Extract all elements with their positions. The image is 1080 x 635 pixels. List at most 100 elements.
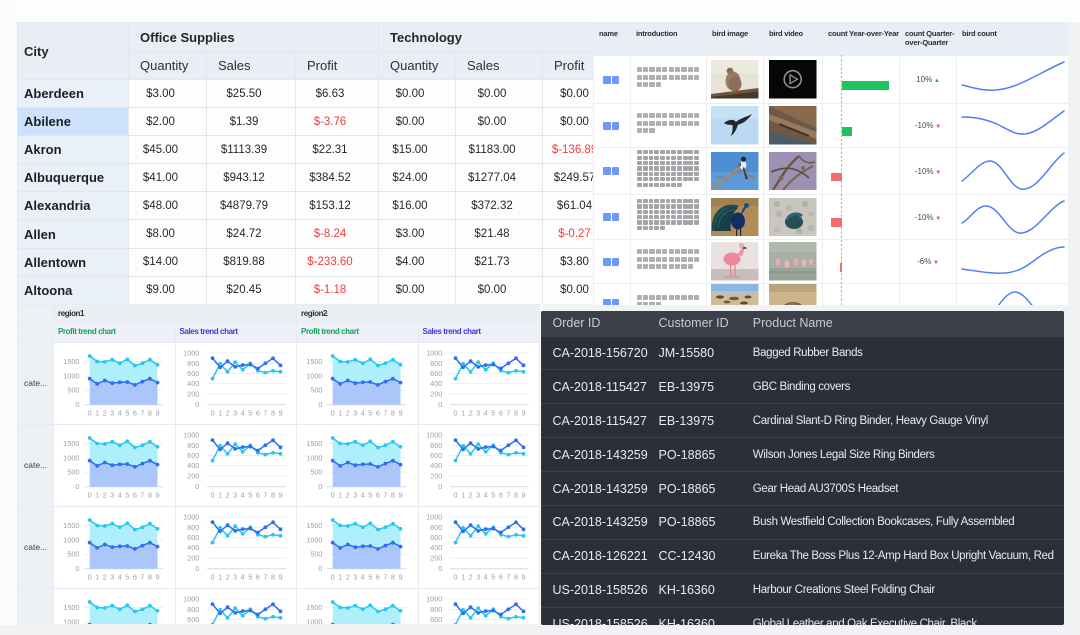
svg-text:1500: 1500 [306,356,322,365]
svg-text:1: 1 [461,408,465,417]
svg-text:8: 8 [148,490,152,499]
svg-text:400: 400 [430,460,442,469]
svg-text:8: 8 [148,408,152,417]
svg-text:7: 7 [506,572,510,581]
svg-text:1000: 1000 [183,348,199,357]
svg-text:5: 5 [248,490,252,499]
svg-text:5: 5 [491,408,495,417]
svg-text:8: 8 [391,408,395,417]
svg-text:600: 600 [187,614,199,623]
svg-text:400: 400 [187,542,199,551]
svg-text:3: 3 [476,572,480,581]
svg-text:2: 2 [103,572,107,581]
svg-text:5: 5 [248,408,252,417]
svg-text:0: 0 [453,572,457,581]
svg-text:0: 0 [318,564,322,573]
svg-text:0: 0 [75,564,79,573]
svg-text:600: 600 [430,532,442,541]
svg-text:9: 9 [278,408,282,417]
svg-text:2: 2 [346,572,350,581]
svg-text:0: 0 [75,400,79,409]
svg-text:7: 7 [506,490,510,499]
svg-text:4: 4 [483,572,487,581]
svg-text:500: 500 [67,549,79,558]
svg-text:9: 9 [155,408,159,417]
svg-text:6: 6 [255,572,259,581]
svg-text:0: 0 [210,572,214,581]
svg-text:5: 5 [491,572,495,581]
svg-text:1: 1 [338,408,342,417]
svg-text:2: 2 [468,572,472,581]
svg-text:3: 3 [110,572,114,581]
svg-text:5: 5 [368,490,372,499]
svg-text:2: 2 [468,490,472,499]
svg-text:3: 3 [110,408,114,417]
svg-text:800: 800 [430,604,442,613]
svg-text:4: 4 [483,408,487,417]
svg-text:7: 7 [140,408,144,417]
svg-text:1500: 1500 [63,438,79,447]
svg-text:2: 2 [468,408,472,417]
svg-text:200: 200 [187,471,199,480]
svg-text:6: 6 [133,408,137,417]
svg-text:0: 0 [438,400,442,409]
svg-text:0: 0 [453,490,457,499]
svg-text:1000: 1000 [306,535,322,544]
svg-text:1: 1 [461,572,465,581]
svg-text:2: 2 [225,408,229,417]
svg-text:0: 0 [88,572,92,581]
svg-text:1000: 1000 [306,453,322,462]
svg-text:0: 0 [75,482,79,491]
svg-text:9: 9 [398,490,402,499]
svg-text:0: 0 [318,400,322,409]
svg-text:1000: 1000 [306,371,322,380]
svg-text:0: 0 [438,564,442,573]
svg-text:1: 1 [338,572,342,581]
svg-text:800: 800 [187,440,199,449]
svg-text:1000: 1000 [63,453,79,462]
svg-text:5: 5 [491,490,495,499]
svg-text:7: 7 [263,490,267,499]
svg-text:0: 0 [331,572,335,581]
svg-text:3: 3 [233,408,237,417]
svg-text:600: 600 [187,450,199,459]
svg-text:1500: 1500 [63,602,79,611]
svg-text:1500: 1500 [306,602,322,611]
svg-text:9: 9 [398,572,402,581]
svg-text:0: 0 [438,482,442,491]
svg-text:800: 800 [430,522,442,531]
svg-text:7: 7 [263,408,267,417]
svg-text:200: 200 [187,553,199,562]
svg-text:3: 3 [233,572,237,581]
svg-text:600: 600 [430,368,442,377]
svg-text:7: 7 [506,408,510,417]
svg-text:6: 6 [498,408,502,417]
svg-text:0: 0 [318,482,322,491]
svg-text:3: 3 [353,408,357,417]
svg-text:1000: 1000 [63,535,79,544]
svg-text:400: 400 [430,378,442,387]
svg-text:9: 9 [155,572,159,581]
svg-text:0: 0 [88,490,92,499]
svg-text:3: 3 [353,490,357,499]
svg-text:7: 7 [383,408,387,417]
svg-text:200: 200 [430,471,442,480]
svg-text:4: 4 [361,490,365,499]
svg-text:1500: 1500 [63,356,79,365]
svg-text:800: 800 [430,358,442,367]
svg-text:9: 9 [521,490,525,499]
svg-text:7: 7 [383,490,387,499]
svg-text:3: 3 [110,490,114,499]
svg-text:4: 4 [118,490,122,499]
svg-text:0: 0 [195,564,199,573]
svg-text:1500: 1500 [306,438,322,447]
svg-text:600: 600 [430,614,442,623]
svg-text:6: 6 [376,490,380,499]
svg-text:1: 1 [95,490,99,499]
svg-text:4: 4 [118,572,122,581]
svg-text:4: 4 [240,572,244,581]
svg-text:6: 6 [376,572,380,581]
svg-text:6: 6 [498,572,502,581]
svg-text:500: 500 [310,385,322,394]
svg-text:3: 3 [476,490,480,499]
